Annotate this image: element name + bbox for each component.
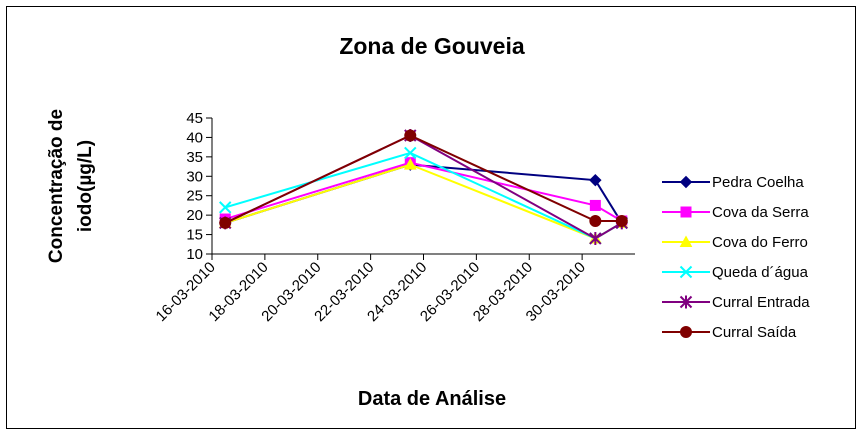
y-axis-title: Concentração de (46, 109, 67, 263)
legend-label: Queda d´água (712, 264, 809, 281)
x-axis-title: Data de Análise (358, 388, 506, 410)
y-tick-label: 20 (186, 207, 203, 224)
legend-marker (679, 235, 693, 247)
series-line (224, 134, 622, 224)
legend-marker (680, 326, 692, 338)
data-point (404, 146, 417, 160)
series-line (224, 161, 623, 222)
data-point (403, 158, 417, 170)
data-point (219, 216, 232, 229)
data-point (589, 199, 601, 211)
y-tick-label: 15 (186, 227, 203, 244)
y-tick-label: 40 (186, 129, 203, 146)
legend-label: Pedra Coelha (712, 174, 804, 191)
data-point (589, 214, 602, 227)
data-point (589, 173, 602, 187)
legend-marker (680, 206, 692, 218)
legend-marker (679, 265, 693, 279)
y-tick-label: 35 (186, 149, 203, 166)
data-point (615, 214, 628, 227)
y-tick-label: 25 (186, 188, 203, 205)
data-point (219, 201, 232, 214)
data-point (589, 231, 602, 245)
data-point (404, 129, 417, 142)
legend-marker (679, 175, 693, 189)
chart-border (6, 6, 856, 429)
y-tick-label: 10 (186, 246, 203, 263)
legend-marker (679, 295, 693, 309)
chart-title: Zona de Gouveia (339, 33, 525, 59)
legend-label: Curral Saída (712, 324, 797, 341)
legend-label: Cova da Serra (712, 204, 809, 221)
y-tick-label: 30 (186, 168, 203, 185)
y-tick-label: 45 (186, 110, 203, 127)
y-axis-title: iodo(µg/L) (75, 140, 96, 232)
legend-label: Cova do Ferro (712, 234, 808, 251)
legend-label: Curral Entrada (712, 294, 810, 311)
